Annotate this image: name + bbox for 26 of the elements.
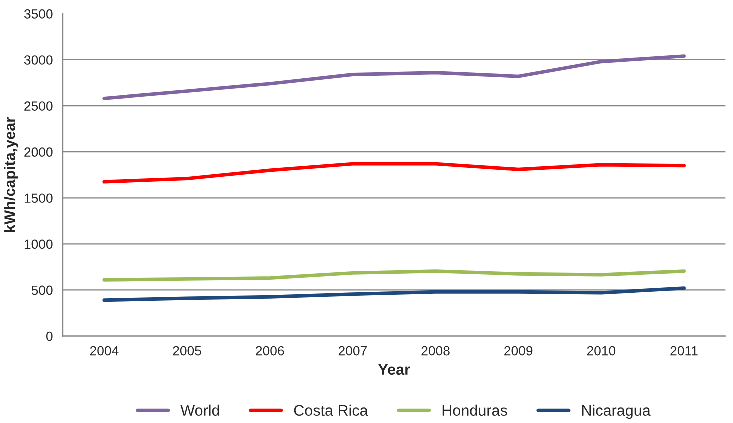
legend-label: Costa Rica [294, 404, 368, 416]
x-axis-title: Year [378, 364, 410, 376]
line-series [102, 286, 686, 302]
x-tick-label: 2010 [587, 346, 616, 356]
y-tick-label: 2500 [24, 102, 53, 111]
legend-label: Honduras [442, 404, 508, 416]
y-tick-label: 1000 [24, 240, 53, 250]
y-tick-label: 500 [32, 286, 53, 296]
legend-label: Nicaragua [582, 404, 651, 420]
x-tick-label: 2008 [422, 346, 450, 356]
y-tick-label: 0 [46, 332, 53, 342]
line-series [102, 54, 686, 100]
legend-label: World [180, 404, 220, 416]
y-tick-label: 1500 [24, 194, 53, 204]
y-tick-label: 2000 [24, 148, 53, 158]
x-tick-label: 2007 [338, 346, 367, 356]
x-tick-label: 2005 [173, 346, 202, 356]
x-tick-label: 2006 [256, 346, 284, 356]
line-series [102, 162, 686, 184]
x-tick-label: 2004 [90, 346, 119, 356]
y-tick-label: 3000 [24, 56, 53, 65]
y-tick-label: 3500 [24, 10, 53, 19]
line-series [102, 270, 686, 282]
x-tick-label: 2009 [504, 346, 533, 356]
x-tick-label: 2011 [670, 346, 698, 356]
y-axis-title: kWh/capita,year [4, 117, 18, 232]
